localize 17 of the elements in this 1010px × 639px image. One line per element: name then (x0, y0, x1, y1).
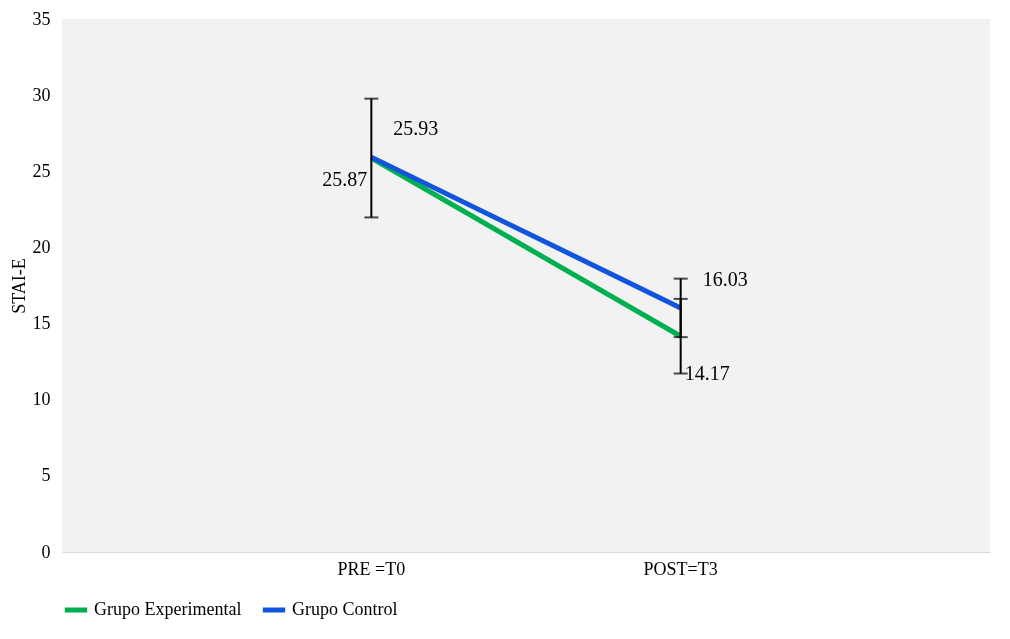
y-tick-label: 15 (32, 313, 51, 334)
x-tick-label: POST=T3 (643, 558, 718, 579)
y-tick-label: 25 (32, 160, 51, 181)
y-tick-label: 35 (32, 8, 51, 29)
legend-label: Grupo Control (292, 599, 398, 619)
y-axis-title: STAI-E (8, 258, 29, 314)
data-label: 25.93 (393, 117, 439, 140)
y-tick-label: 30 (32, 84, 51, 105)
y-tick-label: 10 (32, 389, 51, 410)
y-tick-label: 0 (41, 541, 51, 562)
data-label: 25.87 (322, 168, 368, 191)
y-tick-label: 5 (41, 465, 51, 486)
y-tick-label: 20 (32, 236, 51, 257)
data-label: 16.03 (702, 267, 748, 290)
data-label: 14.17 (684, 362, 730, 385)
legend-label: Grupo Experimental (94, 599, 242, 619)
x-tick-label: PRE =T0 (337, 558, 406, 579)
